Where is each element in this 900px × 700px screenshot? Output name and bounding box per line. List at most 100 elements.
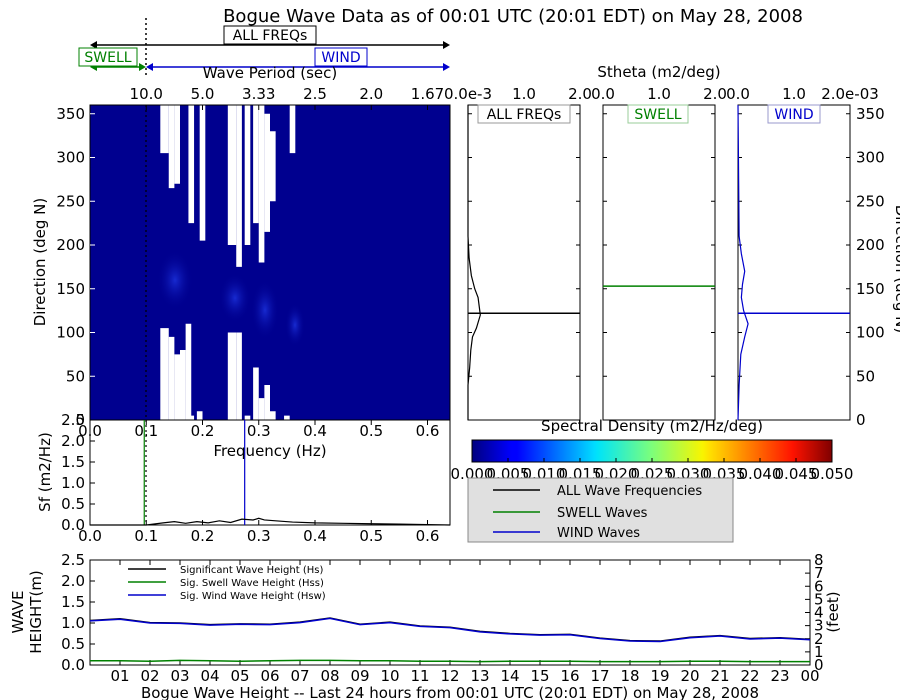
legend-wind: WIND Waves (557, 526, 640, 541)
wave-height-legend: Significant Wave Height (Hs) Sig. Swell … (128, 565, 326, 602)
stheta-tick-label: 2.0 (568, 85, 592, 103)
heatmap-empty-cell (253, 105, 259, 224)
stheta-tick-label: 0.0 (591, 85, 615, 103)
feet-tick-label: 5 (814, 590, 824, 608)
hour-tick-label: 18 (620, 667, 639, 685)
direction-tick-label: 100 (56, 324, 85, 342)
colorbar-tick-label: 0.045 (775, 465, 818, 483)
direction-wind-curve (737, 104, 749, 421)
heatmap-empty-cell (270, 411, 276, 420)
wh-legend-hs: Significant Wave Height (Hs) (180, 565, 323, 576)
sf-tick-label: 2.0 (61, 432, 85, 450)
feet-tick-label: 3 (814, 617, 824, 635)
hour-tick-label: 04 (200, 667, 219, 685)
heatmap-empty-cell (168, 105, 175, 189)
stheta-tick-label: 0.0 (726, 85, 750, 103)
wave-height-ylabel: WAVEHEIGHT(m) (9, 570, 45, 654)
height-tick-label: 0.0 (61, 656, 85, 674)
heatmap-empty-cell (289, 105, 296, 154)
heatmap-frequency-tick-label: 0.0 (78, 422, 102, 440)
colorbar-tick-label: 0.040 (739, 465, 782, 483)
feet-tick-label: 4 (814, 604, 824, 622)
stheta-tick-label: 1.0 (782, 85, 806, 103)
sf-tick-label: 1.5 (61, 453, 85, 471)
heatmap-frequency-tick-label: 0.4 (303, 422, 327, 440)
colorbar-tick-label: 0.050 (811, 465, 854, 483)
heatmap-empty-cell (168, 336, 175, 420)
band-arrows: ALL FREQs SWELL WIND (78, 18, 450, 75)
heatmap-xlabel: Frequency (Hz) (213, 442, 326, 460)
hour-tick-label: 14 (500, 667, 519, 685)
sf-ylabel: Sf (m2/Hz) (36, 432, 54, 512)
direction-tick-label: 350 (56, 105, 85, 123)
hour-tick-label: 08 (320, 667, 339, 685)
height-tick-label: 2.5 (61, 551, 85, 569)
feet-tick-label: 0 (814, 656, 824, 674)
direction-right-ylabel: Direction (deg N) (892, 205, 900, 334)
period-tick-label: 2.5 (303, 85, 327, 103)
heatmap-empty-cell (227, 105, 237, 245)
hour-tick-label: 13 (470, 667, 489, 685)
direction-tick-label: 0 (75, 411, 85, 429)
hour-tick-label: 09 (350, 667, 369, 685)
all-freqs-band-label: ALL FREQs (233, 28, 308, 44)
spectrum-frequency-tick-label: 0.4 (303, 527, 327, 545)
spectrum-frequency-tick-label: 0.0 (78, 527, 102, 545)
heatmap-frequency-tick-label: 0.5 (359, 422, 383, 440)
period-tick-label: 10.0 (130, 85, 163, 103)
heatmap-empty-cell (264, 385, 270, 420)
colorbar: Spectral Density (m2/Hz/deg) 0.0000.0050… (451, 417, 854, 483)
sf-tick-label: 0.5 (61, 495, 85, 513)
sf-tick-label: 0.0 (61, 516, 85, 534)
frequency-spectrum-panel: 0.00.00.10.10.20.20.30.30.40.40.50.50.60… (36, 411, 451, 545)
direction-tick-label: 200 (56, 236, 85, 254)
series-legend: ALL Wave Frequencies SWELL Waves WIND Wa… (467, 477, 734, 543)
stheta-tick-label: 2.0e-03 (821, 85, 879, 103)
direction-tick-label: 50 (66, 367, 85, 385)
sf-tick-label: 2.5 (61, 411, 85, 429)
hour-tick-label: 22 (740, 667, 759, 685)
height-tick-label: 1.5 (61, 593, 85, 611)
heatmap-empty-cell (264, 113, 270, 232)
period-tick-label: 1.67 (411, 85, 444, 103)
hour-tick-label: 05 (230, 667, 249, 685)
spectrum-frequency-tick-label: 0.5 (359, 527, 383, 545)
wh-legend-hss: Sig. Swell Wave Height (Hss) (180, 578, 324, 589)
legend-swell: SWELL Waves (557, 506, 648, 521)
wave-height-series-line (89, 617, 811, 643)
heatmap-empty-cell (227, 332, 237, 420)
heatmap-ylabel: Direction (deg N) (31, 198, 49, 327)
hour-tick-label: 03 (170, 667, 189, 685)
direction-panel-swell: 0.0 1.0 2.0 SWELL Stheta (m2/deg) (591, 63, 727, 421)
heatmap-empty-cell (185, 323, 192, 420)
heatmap-empty-cell (174, 105, 180, 184)
stheta-tick-label: 0.0e-3 (444, 85, 492, 103)
direction-right-tick-label: 300 (856, 149, 885, 167)
feet-tick-label: 1 (814, 643, 824, 661)
heatmap-empty-cell (258, 105, 265, 263)
hour-tick-label: 01 (110, 667, 129, 685)
direction-right-tick-label: 150 (856, 280, 885, 298)
direction-right-tick-label: 350 (856, 105, 885, 123)
direction-tick-label: 250 (56, 192, 85, 210)
hour-tick-label: 10 (380, 667, 399, 685)
period-tick-label: 2.0 (359, 85, 383, 103)
heatmap-empty-cell (160, 105, 169, 154)
heatmap-empty-cell (258, 398, 265, 420)
height-tick-label: 0.5 (61, 635, 85, 653)
hour-tick-label: 19 (650, 667, 669, 685)
hour-tick-label: 06 (260, 667, 279, 685)
hour-tick-label: 12 (440, 667, 459, 685)
spectrum-frequency-tick-label: 0.3 (247, 527, 271, 545)
figure-title: Bogue Wave Data as of 00:01 UTC (20:01 E… (223, 6, 803, 27)
hour-tick-label: 20 (680, 667, 699, 685)
height-tick-label: 2.0 (61, 572, 85, 590)
hour-tick-label: 23 (770, 667, 789, 685)
feet-tick-label: 2 (814, 630, 824, 648)
heatmap-empty-cell (174, 354, 180, 420)
wind-band-label: WIND (321, 50, 360, 66)
hour-tick-label: 00 (800, 667, 819, 685)
hour-tick-label: 15 (530, 667, 549, 685)
